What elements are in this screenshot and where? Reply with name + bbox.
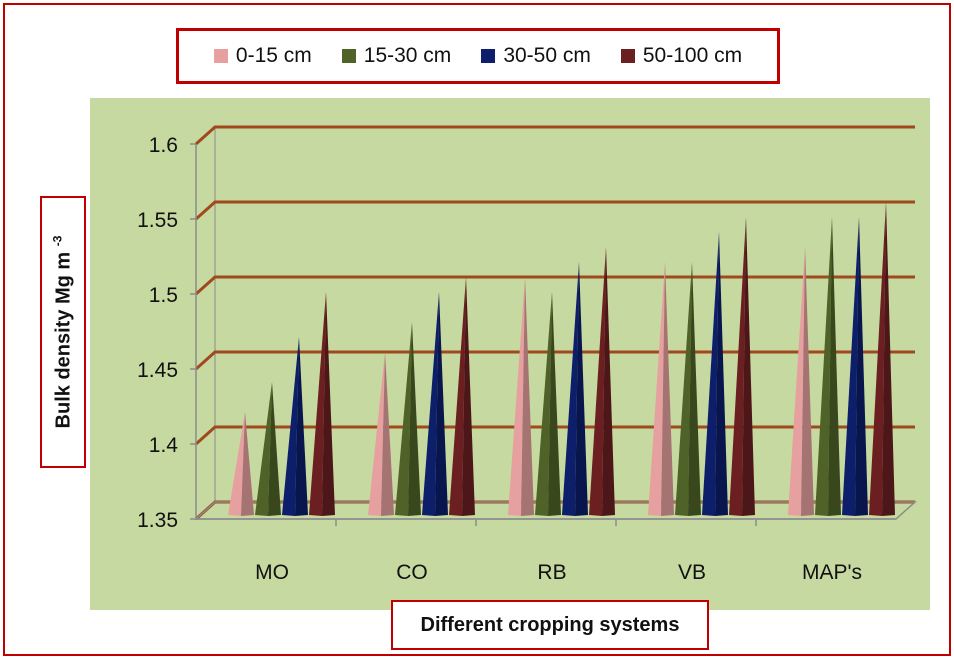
- legend-swatch-50-100: [620, 49, 635, 63]
- cone-30-50cm-MO-light: [282, 337, 299, 516]
- legend-item-50-100: 50-100 cm: [620, 44, 743, 68]
- legend-item-15-30: 15-30 cm: [341, 44, 452, 68]
- cone-50-100cm-MO-shade: [322, 292, 335, 516]
- cone-30-50cm-MO-shade: [295, 337, 308, 516]
- gridline: [194, 125, 915, 146]
- gridline: [194, 200, 915, 221]
- y-axis-title: Bulk density Mg m -3: [50, 235, 75, 429]
- x-tick-label: CO: [396, 561, 428, 584]
- y-axis-title-box: Bulk density Mg m -3: [40, 196, 86, 468]
- legend-item-0-15: 0-15 cm: [213, 44, 312, 68]
- cone-0-15cm-MAP's-light: [788, 247, 805, 516]
- cone-0-15cm-RB-shade: [521, 277, 534, 516]
- legend-swatch-15-30: [341, 49, 356, 63]
- cone-50-100cm-RB-light: [589, 247, 606, 516]
- cone-0-15cm-VB-light: [648, 262, 665, 516]
- cone-50-100cm-CO-light: [449, 277, 466, 516]
- cone-30-50cm-CO-shade: [435, 292, 448, 516]
- cone-15-30cm-MO-light: [255, 382, 272, 516]
- y-tick-label: 1.6: [149, 134, 178, 157]
- chart-legend: 0-15 cm 15-30 cm 30-50 cm 50-100 cm: [176, 28, 780, 84]
- cone-0-15cm-RB-light: [508, 277, 525, 516]
- cone-15-30cm-MO-shade: [268, 382, 281, 516]
- cone-50-100cm-MAP's-light: [869, 202, 886, 516]
- legend-label-50-100: 50-100 cm: [642, 44, 743, 67]
- x-tick-label: VB: [678, 561, 706, 584]
- y-tick-label: 1.55: [137, 209, 178, 232]
- legend-swatch-0-15: [213, 49, 228, 63]
- cone-15-30cm-MAP's-light: [815, 217, 832, 516]
- cone-15-30cm-RB-light: [535, 292, 552, 516]
- cone-0-15cm-CO-light: [368, 352, 385, 516]
- x-tick-label: MO: [255, 561, 289, 584]
- cone-15-30cm-VB-light: [675, 262, 692, 516]
- legend-label-30-50: 30-50 cm: [503, 44, 591, 67]
- cone-30-50cm-MAP's-shade: [855, 217, 868, 516]
- cone-0-15cm-MAP's-shade: [801, 247, 814, 516]
- cone-50-100cm-VB-shade: [742, 217, 755, 516]
- cone-15-30cm-VB-shade: [688, 262, 701, 516]
- cone-0-15cm-VB-shade: [661, 262, 674, 516]
- x-tick-label: RB: [537, 561, 566, 584]
- cone-50-100cm-MO-light: [309, 292, 326, 516]
- cone-50-100cm-MAP's-shade: [882, 202, 895, 516]
- cone-0-15cm-MO-light: [228, 412, 245, 516]
- gridline: [194, 350, 915, 371]
- plot-area: [90, 98, 930, 610]
- legend-label-0-15: 0-15 cm: [235, 44, 312, 67]
- cone-15-30cm-RB-shade: [548, 292, 561, 516]
- gridline: [194, 275, 915, 296]
- x-tick-label: MAP's: [802, 561, 862, 584]
- cone-30-50cm-CO-light: [422, 292, 439, 516]
- cone-15-30cm-MAP's-shade: [828, 217, 841, 516]
- y-tick-label: 1.4: [149, 434, 179, 457]
- y-tick-label: 1.35: [137, 509, 178, 532]
- cone-30-50cm-RB-shade: [575, 262, 588, 516]
- cone-50-100cm-RB-shade: [602, 247, 615, 516]
- legend-item-30-50: 30-50 cm: [481, 44, 591, 68]
- y-tick-label: 1.5: [149, 284, 178, 307]
- cone-30-50cm-VB-light: [702, 232, 719, 516]
- cone-30-50cm-MAP's-light: [842, 217, 859, 516]
- legend-label-15-30: 15-30 cm: [363, 44, 452, 67]
- cone-0-15cm-MO-shade: [241, 412, 254, 516]
- y-tick-label: 1.45: [137, 359, 178, 382]
- cone-30-50cm-VB-shade: [715, 232, 728, 516]
- cone-30-50cm-RB-light: [562, 262, 579, 516]
- cone-50-100cm-VB-light: [729, 217, 746, 516]
- x-axis-title: Different cropping systems: [391, 600, 709, 650]
- cone-15-30cm-CO-light: [395, 322, 412, 516]
- cone-0-15cm-CO-shade: [381, 352, 394, 516]
- cone-15-30cm-CO-shade: [408, 322, 421, 516]
- legend-swatch-30-50: [481, 49, 496, 63]
- cone-50-100cm-CO-shade: [462, 277, 475, 516]
